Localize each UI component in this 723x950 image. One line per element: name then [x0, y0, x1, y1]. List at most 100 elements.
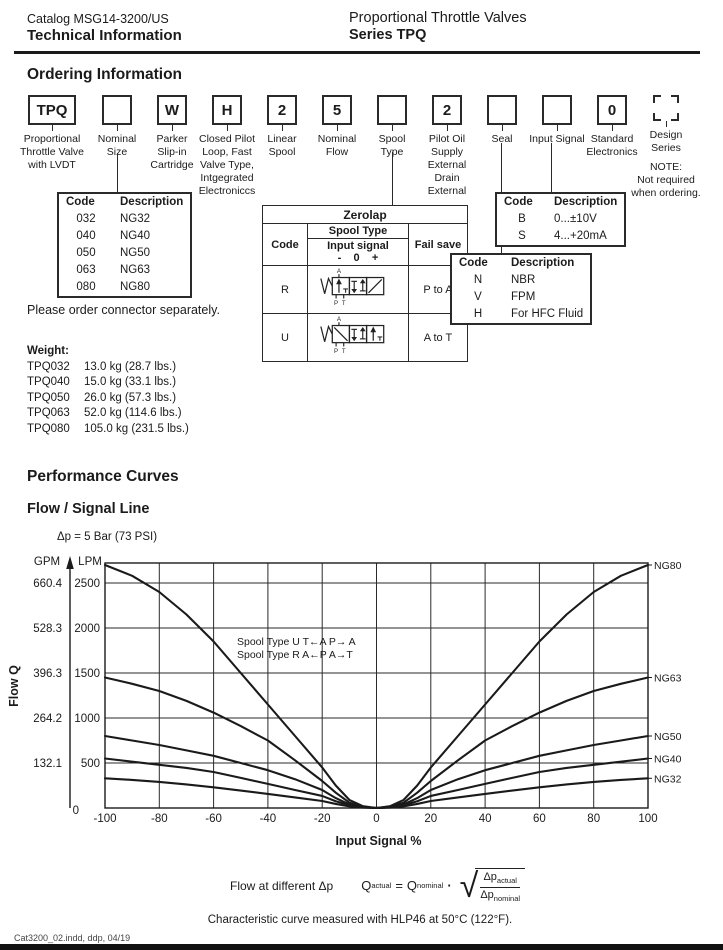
table-row: 080 NG80 — [58, 279, 191, 297]
equals-sign: = — [395, 878, 403, 894]
proportional-actuator-zigzag — [320, 276, 333, 294]
box-tick — [171, 125, 173, 131]
box-tick — [501, 125, 503, 131]
order-code-box — [542, 95, 572, 125]
box-tick — [336, 125, 338, 131]
performance-heading: Performance Curves — [27, 468, 179, 485]
zerolap-table-inner: Zerolap Code Spool Type Fail save Input sign… — [262, 205, 468, 362]
seal-table: Code Description N NBR V FPM H For HFC Fluid — [450, 253, 593, 325]
order-code-box: 2 — [432, 95, 462, 125]
lpm-tick-label: 2500 — [74, 578, 100, 590]
valve-symbol-r: A P T — [320, 268, 385, 307]
input-signs: - 0 + — [337, 252, 379, 264]
x-tick-label: 20 — [424, 813, 437, 825]
order-code-box: 2 — [267, 95, 297, 125]
y-zero-label: 0 — [73, 805, 79, 817]
table-header-row: Code Description — [496, 193, 625, 211]
corner-mark — [653, 113, 661, 121]
weight-row: TPQ050 26.0 kg (57.3 lbs.) — [27, 391, 189, 407]
port-a-label: A — [337, 268, 342, 275]
data-table: Code Description B 0...±10V S 4...+20mA — [495, 192, 627, 247]
order-field-label: Design Series — [649, 129, 683, 154]
order-code-box — [102, 95, 132, 125]
table-row: S 4...+20mA — [496, 228, 625, 246]
order-field-label: Nominal Size — [97, 133, 137, 158]
connector-line-input-signal — [551, 143, 552, 192]
order-code-text: 5 — [332, 101, 342, 119]
series-label-NG80: NG80 — [654, 560, 682, 572]
series-label-NG40: NG40 — [654, 754, 682, 766]
spool-code-cell: U — [262, 313, 308, 362]
order-field-label: Parker Slip-in Cartridge — [150, 133, 194, 171]
valve-symbol-u: A P T — [320, 316, 385, 355]
table-cell: 063 — [76, 264, 96, 276]
table-cell: NG32 — [120, 213, 151, 225]
ordering-heading: Ordering Information — [27, 66, 182, 83]
order-field-linear-spool: 2 Linear Spool — [239, 95, 325, 159]
col-spool-header: Spool Type — [307, 223, 409, 239]
box-tick — [556, 125, 558, 131]
order-code-box: 0 — [597, 95, 627, 125]
table-header-cell: Description — [511, 257, 575, 269]
lpm-tick-label: 2000 — [74, 623, 100, 635]
order-field-design-series: Design Series NOTE: Not required when ord… — [623, 95, 709, 200]
port-a-label: A — [337, 316, 342, 323]
zerolap-title-row: Zerolap — [262, 205, 468, 224]
box-tick — [391, 125, 393, 131]
box-tick — [446, 125, 448, 131]
fail-save-cell: A to T — [408, 313, 468, 362]
lpm-unit-label: LPM — [78, 556, 102, 568]
port-p-label: P — [334, 348, 338, 355]
gpm-tick-label: 132.1 — [33, 758, 62, 770]
weight-row: TPQ040 15.0 kg (33.1 lbs.) — [27, 375, 189, 391]
x-tick-label: 0 — [373, 813, 379, 825]
q-actual: Q — [361, 878, 372, 894]
data-table: Code Description 032 NG32 040 NG40 050 NG50 063 N… — [57, 192, 193, 298]
table-cell: S — [518, 230, 526, 242]
x-tick-label: -60 — [205, 813, 222, 825]
table-header-row: Code Description — [451, 254, 591, 272]
weight-code: TPQ040 — [27, 376, 70, 388]
x-tick-label: 80 — [587, 813, 600, 825]
order-field-nominal-flow: 5 Nominal Flow — [294, 95, 380, 159]
weight-heading: Weight: — [27, 345, 69, 357]
lpm-tick-label: 1500 — [74, 668, 100, 680]
table-cell: 4...+20mA — [554, 230, 607, 242]
sqrt-fraction: Δpactual Δpnominal — [475, 868, 526, 903]
box-tick — [665, 121, 667, 127]
flow-signal-heading: Flow / Signal Line — [27, 501, 150, 517]
connector-note: Please order connector separately. — [27, 303, 220, 317]
page-subtitle: Technical Information — [27, 27, 182, 44]
table-row: V FPM — [451, 289, 591, 306]
table-header-cell: Description — [554, 196, 618, 208]
series-label-NG50: NG50 — [654, 731, 682, 743]
fraction-numerator: Δpactual — [480, 871, 521, 889]
weight-value: 52.0 kg (114.6 lbs.) — [84, 407, 182, 419]
order-code-box: 5 — [322, 95, 352, 125]
table-cell: H — [473, 308, 483, 320]
table-cell: NG40 — [120, 230, 151, 242]
port-t-label: T — [342, 300, 346, 307]
table-cell: For HFC Fluid — [511, 308, 584, 320]
col-input-header: Input signal - 0 + — [307, 238, 409, 266]
footer-text: Cat3200_02.indd, ddp, 04/19 — [14, 933, 131, 943]
table-cell: NBR — [511, 274, 536, 286]
order-field-pilot-oil: 2 Pilot Oil Supply External Drain Externa… — [404, 95, 490, 198]
table-row: 032 NG32 — [58, 211, 191, 228]
x-tick-label: 60 — [533, 813, 546, 825]
table-cell: NG50 — [120, 247, 151, 259]
weight-code: TPQ063 — [27, 407, 70, 419]
table-row: 050 NG50 — [58, 245, 191, 262]
page-title: Proportional Throttle Valves — [349, 10, 527, 26]
lpm-tick-label: 1000 — [74, 713, 100, 725]
table-cell: NG80 — [120, 281, 151, 293]
order-code-text: H — [221, 101, 233, 119]
footer-bar — [0, 944, 723, 950]
order-code-text: 2 — [442, 101, 452, 119]
order-field-label: Linear Spool — [267, 133, 297, 158]
table-cell: 040 — [76, 230, 96, 242]
box-tick — [51, 125, 53, 131]
